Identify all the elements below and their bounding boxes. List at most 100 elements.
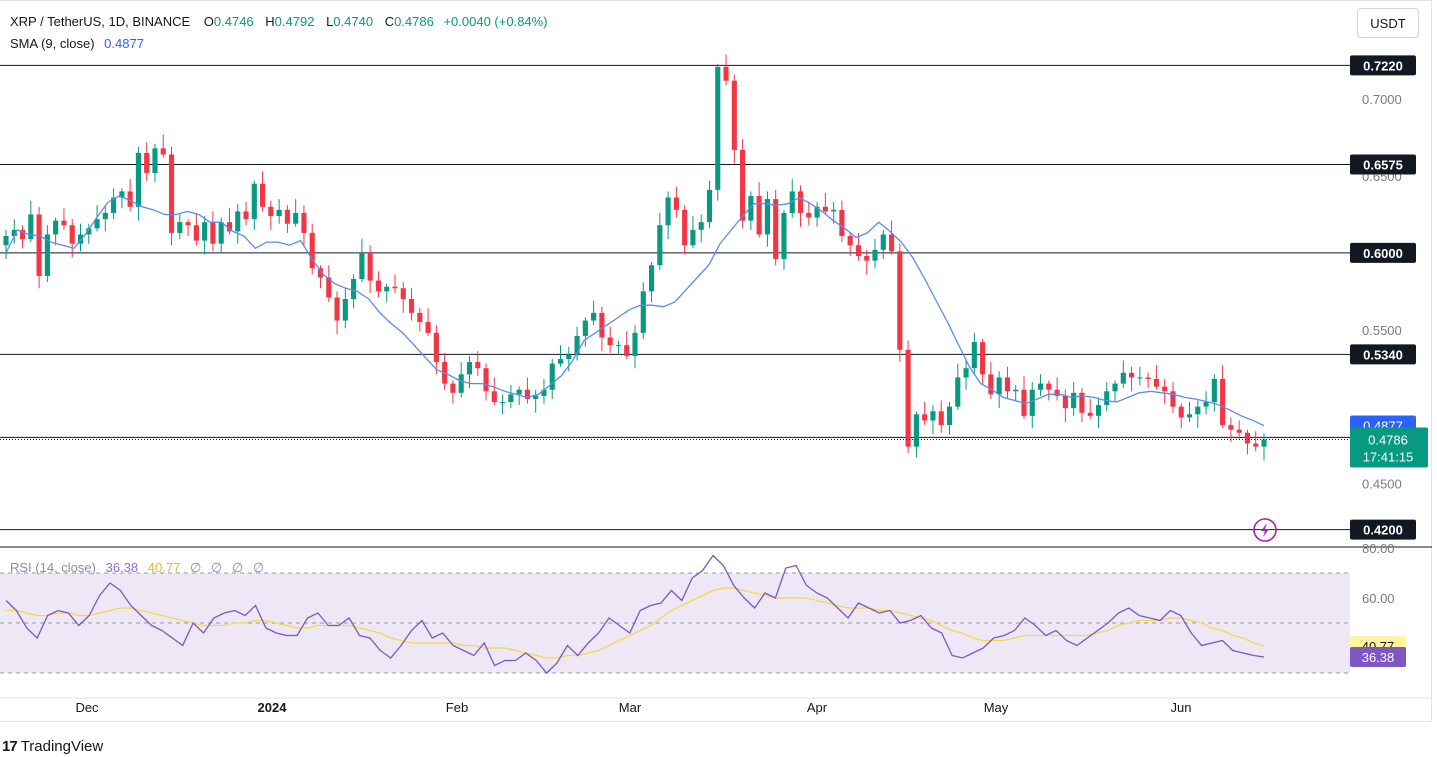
currency-button[interactable]: USDT — [1357, 8, 1419, 38]
chart-frame — [0, 0, 1432, 722]
level-price-label: 0.5340 — [1363, 347, 1403, 362]
candle — [980, 342, 986, 375]
candle — [797, 191, 804, 213]
candle — [408, 299, 415, 313]
candle — [293, 212, 299, 224]
candle — [1046, 383, 1052, 390]
candle — [624, 345, 630, 356]
candle — [905, 349, 911, 447]
candle — [756, 196, 762, 235]
candle — [864, 255, 870, 261]
candle — [111, 197, 117, 213]
candle — [375, 280, 381, 292]
candle — [690, 229, 696, 246]
candle — [1228, 425, 1234, 430]
candle — [533, 395, 539, 399]
open-label: O — [203, 14, 214, 29]
time-axis-tick: Jun — [1171, 700, 1192, 715]
candle — [615, 345, 622, 347]
candle — [889, 234, 895, 252]
candle — [1178, 406, 1184, 418]
candle — [599, 312, 605, 338]
candle — [11, 229, 17, 236]
candle — [1004, 377, 1010, 392]
candle — [822, 206, 828, 212]
candle — [764, 199, 770, 235]
symbol-title[interactable]: XRP / TetherUS, 1D, BINANCE — [10, 14, 191, 29]
candle — [574, 335, 580, 355]
candle — [450, 383, 456, 393]
close-label: C — [384, 14, 395, 29]
low-label: L — [326, 14, 334, 29]
time-axis-tick: 2024 — [258, 700, 288, 715]
candle — [185, 222, 191, 226]
candle — [1120, 372, 1126, 384]
candle — [342, 299, 348, 321]
candle — [698, 222, 704, 230]
time-axis-tick: Dec — [75, 700, 99, 715]
candle — [1062, 395, 1068, 409]
level-price-label: 0.6575 — [1363, 158, 1403, 173]
candle — [591, 312, 597, 321]
candle — [94, 219, 100, 229]
candle — [53, 220, 59, 235]
candle — [1195, 406, 1201, 415]
time-axis-tick: May — [984, 700, 1009, 715]
rsi-extra-value: ∅ — [189, 560, 202, 575]
candle — [880, 234, 886, 250]
lightning-icon[interactable] — [1253, 518, 1277, 542]
candle — [988, 374, 994, 395]
candle — [541, 389, 547, 396]
rsi-axis-tick: 80.00 — [1362, 541, 1395, 556]
candle — [632, 332, 638, 356]
tradingview-wordmark: TradingView — [20, 738, 104, 755]
candle — [36, 214, 42, 276]
candle — [61, 220, 67, 226]
level-price-label: 0.7220 — [1363, 58, 1403, 73]
candle — [847, 236, 853, 246]
rsi-legend[interactable]: RSI (14, close) 36.38 40.77 ∅ ∅ ∅ ∅ — [10, 560, 264, 576]
candle — [235, 211, 241, 232]
close-value: 0.4786 — [394, 14, 434, 29]
candle — [317, 268, 324, 278]
candle — [1054, 389, 1060, 396]
chart-canvas[interactable]: 0.70000.65000.55000.450080.0060.000.7220… — [0, 0, 1432, 722]
candle — [706, 189, 713, 223]
price-axis-tick: 0.4500 — [1362, 477, 1402, 492]
rsi-axis-tick: 60.00 — [1362, 591, 1395, 606]
candle — [516, 389, 522, 395]
bar-countdown-label: 17:41:15 — [1363, 450, 1414, 465]
candle — [781, 212, 787, 260]
candle — [524, 389, 530, 399]
level-price-label: 0.4200 — [1363, 523, 1403, 538]
rsi-label: 36.38 — [1362, 650, 1395, 665]
rsi-line — [5, 554, 1265, 674]
candle — [28, 214, 34, 240]
candle — [582, 320, 588, 336]
candle — [1104, 391, 1110, 406]
candle — [1071, 392, 1077, 409]
candle — [831, 209, 837, 212]
candle — [1013, 389, 1019, 392]
candle — [1203, 402, 1209, 407]
candle — [1112, 383, 1118, 392]
candle — [971, 342, 977, 369]
candle — [301, 212, 307, 233]
candle — [127, 191, 133, 207]
candle — [1253, 443, 1259, 447]
candle — [400, 288, 406, 300]
time-axis-tick: Mar — [619, 700, 642, 715]
tradingview-logo[interactable]: 17 TradingView — [2, 738, 103, 755]
candle — [309, 232, 315, 269]
candle — [359, 252, 365, 280]
sma-legend[interactable]: SMA (9, close) 0.4877 — [10, 36, 144, 51]
candle — [433, 332, 439, 363]
ohlc-legend: XRP / TetherUS, 1D, BINANCE O0.4746 H0.4… — [10, 14, 548, 29]
candle — [1087, 412, 1093, 416]
candle — [748, 196, 754, 221]
candle — [1029, 389, 1035, 416]
candle — [946, 406, 953, 426]
candle — [458, 374, 464, 393]
candle — [260, 183, 266, 207]
low-value: 0.4740 — [333, 14, 374, 29]
